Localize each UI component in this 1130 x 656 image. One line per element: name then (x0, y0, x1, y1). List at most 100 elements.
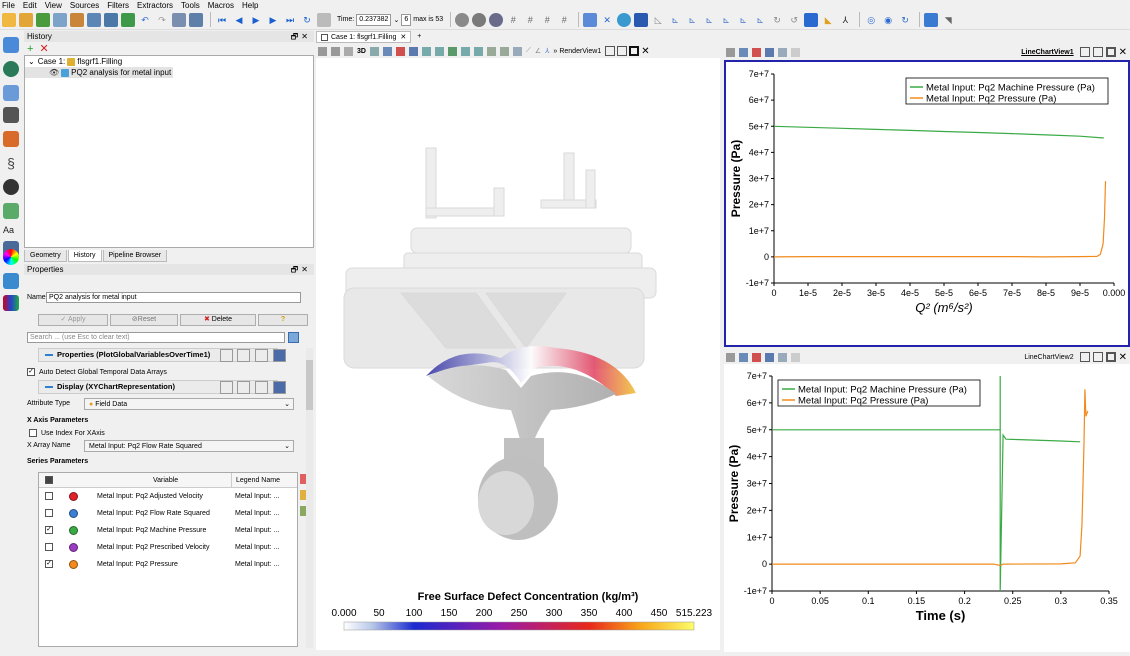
layout-icon[interactable] (3, 273, 19, 289)
surface-icon[interactable] (472, 12, 487, 27)
reset-camera-icon[interactable] (344, 46, 353, 56)
geometry-icon[interactable] (3, 37, 19, 53)
menu-extractors[interactable]: Extractors (137, 0, 174, 10)
expand-arrow-icon[interactable]: ⌄ (28, 57, 35, 66)
probe-icon[interactable] (489, 12, 504, 27)
clear-selection-icon[interactable] (778, 47, 787, 57)
series-legend-name[interactable]: Metal Input: ... (235, 510, 280, 517)
visibility-eye-icon[interactable]: 👁 (49, 68, 60, 77)
scrollbar-thumb[interactable] (306, 360, 313, 410)
clear-selection-icon[interactable] (512, 46, 522, 56)
circle-icon[interactable]: ◉ (884, 14, 893, 25)
menu-sources[interactable]: Sources (69, 0, 100, 10)
grid-points-icon[interactable]: # (527, 14, 533, 25)
zoom-icon[interactable] (369, 46, 379, 56)
close-tab-icon[interactable]: ✕ (400, 33, 407, 41)
render-view[interactable]: Free Surface Defect Concentration (kg/m³… (316, 58, 720, 650)
animation-view-icon[interactable] (317, 12, 331, 27)
save-icon[interactable] (273, 381, 286, 394)
globe-icon[interactable] (617, 12, 632, 27)
panel-controls[interactable]: 🗗✕ (290, 265, 311, 274)
series-color-swatch[interactable] (69, 543, 78, 552)
menu-tools[interactable]: Tools (181, 0, 200, 10)
time-value-field[interactable]: 0.237382 (356, 13, 392, 26)
chart-line2-icon[interactable]: ⊾ (688, 14, 696, 25)
select-points-icon[interactable] (395, 46, 405, 56)
mesh-icon[interactable] (3, 61, 19, 77)
tab-render-case[interactable]: Case 1: flsgrf1.Filling ✕ (316, 31, 412, 43)
save-icon[interactable] (273, 349, 286, 362)
undo-icon[interactable]: ↶ (141, 14, 149, 25)
display-section-header[interactable]: Display (XYChartRepresentation) (38, 380, 278, 394)
probe-line-icon[interactable] (3, 203, 19, 219)
remove-icon[interactable]: ✕ (39, 43, 49, 55)
last-frame-icon[interactable]: ⏭ (285, 14, 295, 25)
annotation-icon[interactable]: Aa (3, 225, 15, 235)
refresh-icon[interactable]: ↻ (901, 14, 909, 25)
series-order-icon[interactable] (300, 490, 310, 500)
split-horizontal-icon[interactable] (1079, 352, 1090, 362)
reload-icon[interactable] (255, 349, 268, 362)
series-visibility-checkbox[interactable] (45, 509, 53, 517)
auto-detect-checkbox[interactable]: ✓ (27, 368, 35, 377)
attribute-type-select[interactable]: ● Field Data ⌄ (84, 398, 294, 410)
series-legend-name[interactable]: Metal Input: ... (235, 493, 280, 500)
previous-frame-icon[interactable]: ◀ (235, 14, 243, 25)
first-frame-icon[interactable]: ⏮ (217, 14, 227, 25)
add-icon[interactable]: + (27, 42, 34, 55)
series-visibility-checkbox[interactable]: ✓ (45, 526, 53, 534)
open-file-icon[interactable] (19, 12, 33, 27)
tree-row-case[interactable]: ⌄ Case 1: flsgrf1.Filling (25, 56, 313, 67)
paste-icon[interactable] (237, 381, 250, 394)
chart-line6-icon[interactable]: ⊾ (756, 14, 764, 25)
series-legend-name[interactable]: Metal Input: ... (235, 561, 280, 568)
maximize-icon[interactable] (1105, 352, 1116, 362)
select-blocks-icon[interactable] (765, 352, 774, 362)
connect-icon[interactable] (87, 12, 101, 27)
series-visibility-checkbox[interactable] (45, 492, 53, 500)
cube-icon[interactable] (634, 12, 649, 27)
open-folder-icon[interactable] (2, 12, 16, 27)
properties-section-header[interactable]: Properties (PlotGlobalVariablesOverTime1… (38, 348, 278, 362)
select-blocks-icon[interactable] (765, 47, 774, 57)
next-frame-icon[interactable]: ▶ (269, 14, 277, 25)
axes-orient-icon[interactable]: ⅄ (545, 48, 550, 55)
more-icon[interactable]: » (553, 47, 558, 55)
chart-area-icon[interactable]: ◺ (654, 14, 662, 25)
series-color-swatch[interactable] (69, 492, 78, 501)
screenshot-icon[interactable] (331, 46, 340, 56)
split-horizontal-icon[interactable] (605, 46, 616, 56)
maximize-icon[interactable] (1105, 47, 1116, 57)
hover-cells-icon[interactable] (473, 46, 483, 56)
menu-edit[interactable]: Edit (22, 0, 37, 10)
settings-icon[interactable] (791, 352, 800, 362)
split-vertical-icon[interactable] (1092, 47, 1103, 57)
series-row[interactable]: Metal Input: Pq2 Flow Rate Squared Metal … (39, 506, 297, 521)
sphere-icon[interactable] (455, 12, 470, 27)
settings-gear-icon[interactable] (288, 332, 299, 343)
series-row[interactable]: ✓ Metal Input: Pq2 Machine Pressure Metal … (39, 523, 297, 538)
select-points-icon[interactable] (752, 352, 761, 362)
save-state-icon[interactable] (53, 12, 67, 27)
axes-icon[interactable]: ⅄ (842, 14, 848, 25)
panel-controls[interactable]: 🗗✕ (290, 32, 311, 41)
series-color-swatch[interactable] (69, 560, 78, 569)
close-view-icon[interactable]: ✕ (1118, 46, 1127, 58)
chart-line5-icon[interactable]: ⊾ (739, 14, 747, 25)
save-data-icon[interactable] (36, 12, 50, 27)
camera-icon[interactable] (726, 47, 735, 57)
tree-row-analysis[interactable]: 👁 PQ2 analysis for metal input (25, 67, 173, 78)
series-row[interactable]: ✓ Metal Input: Pq2 Pressure Metal Input: .… (39, 557, 297, 572)
interactive-select-icon[interactable] (421, 46, 431, 56)
tab-pipeline-browser[interactable]: Pipeline Browser (102, 250, 168, 262)
history-tree[interactable]: ⌄ Case 1: flsgrf1.Filling 👁 PQ2 analysis… (24, 55, 314, 248)
play-icon[interactable]: ▶ (252, 14, 260, 25)
chart-line4-icon[interactable]: ⊾ (722, 14, 730, 25)
loop-icon[interactable]: ↻ (303, 14, 311, 25)
angle-tool-icon[interactable]: ∠ (534, 48, 542, 55)
select-icon[interactable] (739, 47, 748, 57)
series-legend-name[interactable]: Metal Input: ... (235, 527, 280, 534)
use-index-checkbox[interactable] (29, 429, 37, 437)
split-vertical-icon[interactable] (1092, 352, 1103, 362)
series-legend-name[interactable]: Metal Input: ... (235, 544, 280, 551)
